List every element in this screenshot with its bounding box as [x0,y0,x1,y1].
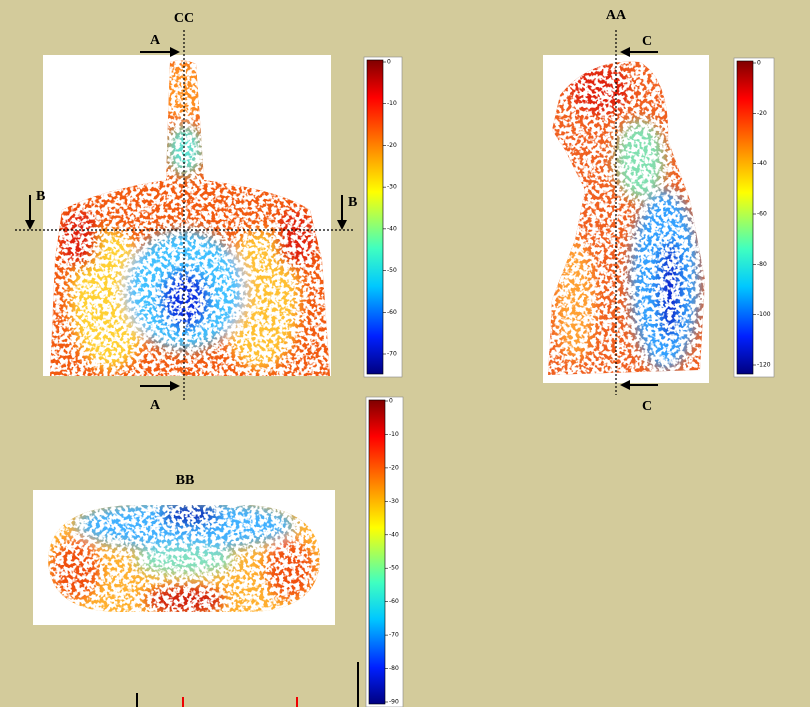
panel-title: AA [606,8,627,23]
colorbar-tick-label: -10 [387,100,397,107]
arrow [140,381,180,391]
colorbar-tick-label: -80 [757,261,767,268]
colorbar-tick-label: -70 [389,632,399,639]
colorbar-tick-label: 0 [387,59,391,66]
colorbar [369,400,385,704]
colorbar-tick-label: -90 [389,699,399,706]
colorbar-tick-label: -60 [387,309,397,316]
marker: B [348,195,357,210]
marker: B [36,189,45,204]
marker: A [150,398,161,413]
colorbar-tick-label: -120 [757,362,771,369]
marker: C [642,399,652,414]
arrow [25,195,35,230]
colorbar-tick-label: -30 [387,184,397,191]
colorbar-tick-label: -50 [389,565,399,572]
colorbar-tick-label: -10 [389,431,399,438]
colorbar-tick-label: 0 [389,398,393,405]
marker: C [642,34,652,49]
colorbar-tick-label: -20 [757,110,767,117]
colorbar-tick-label: -100 [757,311,771,318]
colorbar-tick-label: -20 [389,464,399,471]
colorbar-tick-label: 0 [757,60,761,67]
colorbar-tick-label: -80 [389,665,399,672]
arrow [337,195,347,230]
colorbar-tick-label: -40 [387,225,397,232]
panel-title: BB [176,473,195,488]
colorbar [737,61,753,374]
colorbar-tick-label: -40 [757,160,767,167]
figure: CC A A B B AA C C BB 0 -10 -20 -30 -40 -50 -60… [0,0,810,707]
marker: A [150,33,161,48]
colorbar-tick-label: -60 [757,211,767,218]
panel-title: CC [174,11,194,26]
colorbar-tick-label: -30 [389,498,399,505]
colorbar-tick-label: -60 [389,598,399,605]
colorbar-tick-label: -50 [387,267,397,274]
colorbar [367,60,383,374]
colorbar-tick-label: -20 [387,142,397,149]
colorbar-tick-label: -40 [389,531,399,538]
colorbar-tick-label: -70 [387,351,397,358]
